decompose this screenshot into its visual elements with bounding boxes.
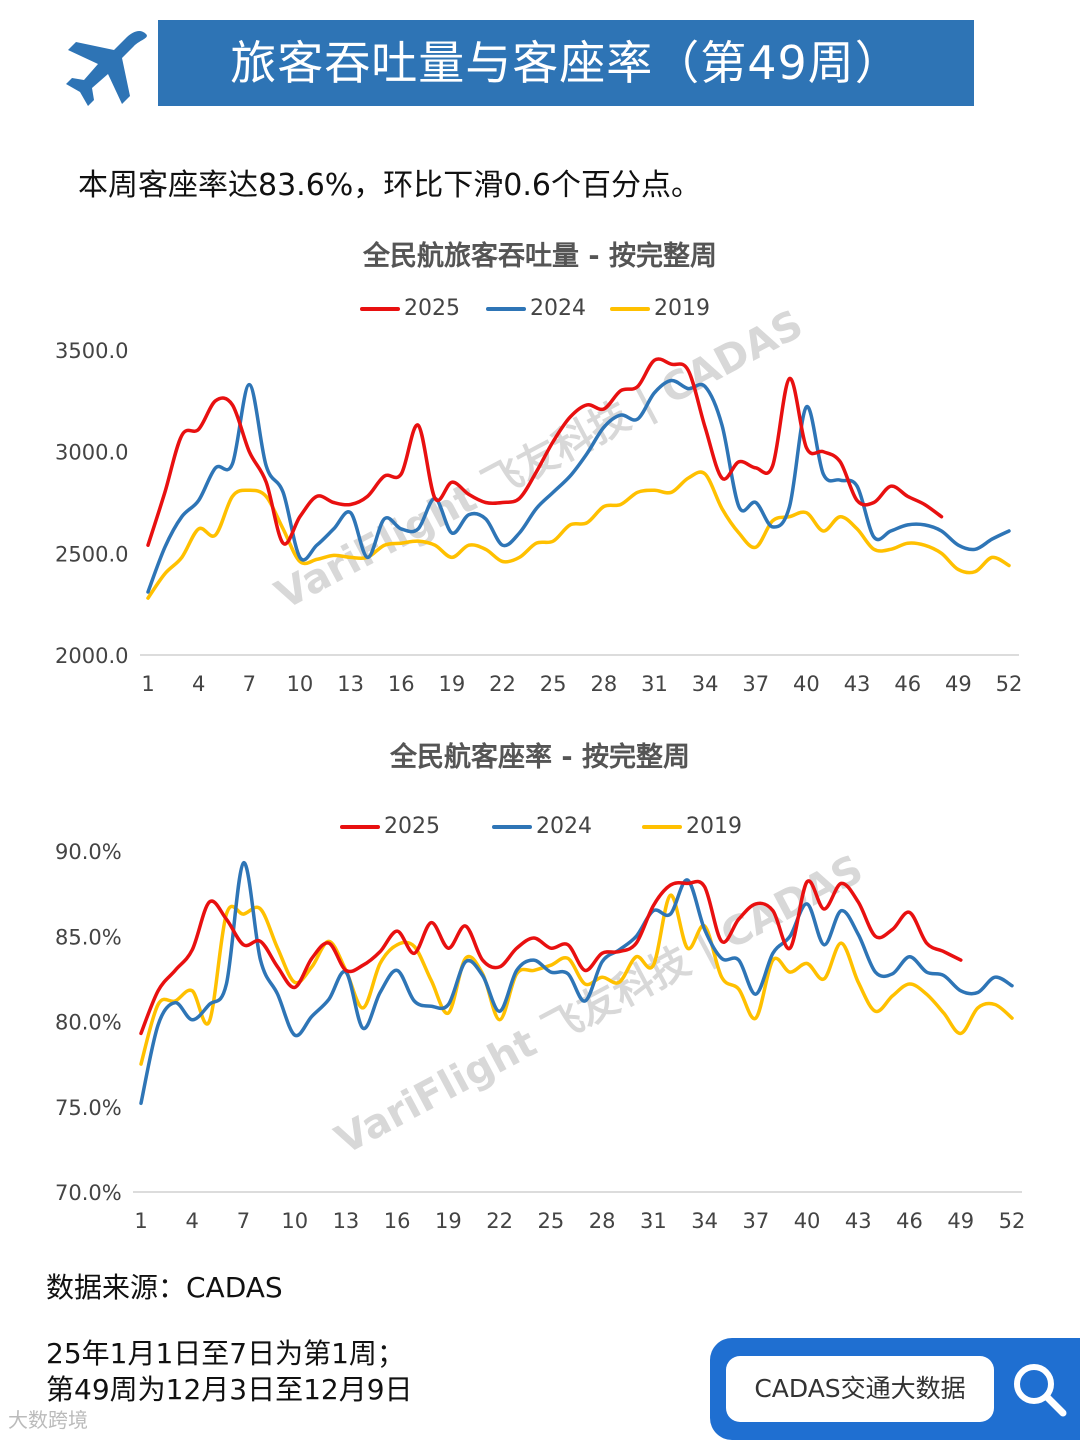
watermark-text: VariFlight 飞友科技 | CADAS: [268, 301, 811, 619]
y-tick-label: 75.0%: [55, 1096, 122, 1120]
x-tick-label: 16: [388, 672, 415, 696]
summary-text: 本周客座率达83.6%，环比下滑0.6个百分点。: [78, 168, 702, 203]
x-tick-label: 40: [794, 1209, 821, 1233]
legend-swatch: [642, 825, 682, 829]
x-tick-label: 4: [186, 1209, 199, 1233]
series-line-2019: [139, 893, 1014, 1066]
y-tick-label: 2000.0: [55, 644, 128, 668]
x-tick-label: 49: [947, 1209, 974, 1233]
x-tick-label: 37: [742, 1209, 769, 1233]
legend-item-2019: 2019: [610, 296, 710, 321]
page-title: 旅客吞吐量与客座率（第49周）: [230, 36, 902, 90]
legend-label: 2024: [530, 296, 586, 321]
y-tick-label: 70.0%: [55, 1181, 122, 1205]
x-tick-label: 7: [243, 672, 256, 696]
legend-swatch: [492, 825, 532, 829]
x-tick-label: 10: [281, 1209, 308, 1233]
series-line-2024: [146, 378, 1011, 594]
x-tick-label: 22: [486, 1209, 513, 1233]
legend-swatch: [340, 825, 380, 829]
series-line-2025: [139, 879, 963, 1036]
search-icon[interactable]: [1010, 1360, 1068, 1418]
x-tick-label: 7: [237, 1209, 250, 1233]
legend-item-2025: 2025: [360, 296, 460, 321]
chart1-title: 全民航旅客吞吐量 - 按完整周: [362, 241, 717, 272]
legend-item-2024: 2024: [486, 296, 586, 321]
y-tick-label: 80.0%: [55, 1011, 122, 1035]
y-tick-label: 90.0%: [55, 840, 122, 864]
x-tick-label: 43: [844, 672, 871, 696]
x-tick-label: 25: [538, 1209, 565, 1233]
x-tick-label: 19: [435, 1209, 462, 1233]
series-line-2019: [146, 470, 1011, 600]
data-source: 数据来源：CADAS: [46, 1271, 283, 1304]
legend-label: 2025: [384, 814, 440, 839]
x-tick-label: 46: [894, 672, 921, 696]
legend-label: 2019: [654, 296, 710, 321]
x-tick-label: 25: [540, 672, 567, 696]
x-tick-label: 46: [896, 1209, 923, 1233]
legend-label: 2024: [536, 814, 592, 839]
legend-label: 2019: [686, 814, 742, 839]
series-line-2024: [139, 861, 1014, 1106]
legend-item-2024: 2024: [492, 814, 592, 839]
x-tick-label: 1: [141, 672, 154, 696]
x-tick-label: 28: [590, 672, 617, 696]
y-tick-label: 3500.0: [55, 339, 128, 363]
y-tick-label: 2500.0: [55, 542, 128, 566]
x-tick-label: 34: [691, 1209, 718, 1233]
x-tick-label: 43: [845, 1209, 872, 1233]
week-note-2: 第49周为12月3日至12月9日: [46, 1373, 413, 1406]
x-tick-label: 4: [192, 672, 205, 696]
search-banner[interactable]: CADAS交通大数据: [710, 1338, 1080, 1440]
x-tick-label: 19: [439, 672, 466, 696]
series-line-2025: [146, 357, 944, 547]
x-tick-label: 16: [384, 1209, 411, 1233]
x-tick-label: 28: [589, 1209, 616, 1233]
search-field[interactable]: CADAS交通大数据: [726, 1356, 994, 1422]
week-note-1: 25年1月1日至7日为第1周；: [46, 1337, 405, 1370]
x-tick-label: 13: [337, 672, 364, 696]
legend-swatch: [486, 307, 526, 311]
watermark-text: VariFlight 飞友科技 | CADAS: [328, 846, 871, 1164]
y-tick-label: 85.0%: [55, 925, 122, 949]
x-tick-label: 31: [641, 672, 668, 696]
x-tick-label: 13: [333, 1209, 360, 1233]
legend-swatch: [360, 307, 400, 311]
legend-item-2025: 2025: [340, 814, 440, 839]
x-tick-label: 22: [489, 672, 516, 696]
header-banner: 旅客吞吐量与客座率（第49周）: [158, 20, 974, 106]
x-tick-label: 31: [640, 1209, 667, 1233]
legend-label: 2025: [404, 296, 460, 321]
x-tick-label: 52: [999, 1209, 1026, 1233]
x-tick-label: 10: [287, 672, 314, 696]
airplane-icon: [66, 31, 147, 106]
y-tick-label: 3000.0: [55, 441, 128, 465]
x-tick-label: 34: [692, 672, 719, 696]
x-tick-label: 40: [793, 672, 820, 696]
chart1-plot: VariFlight 飞友科技 | CADAS 3500.0 3000.0 2500.…: [55, 301, 1023, 696]
legend-item-2019: 2019: [642, 814, 742, 839]
x-tick-label: 37: [742, 672, 769, 696]
x-tick-label: 52: [996, 672, 1023, 696]
x-tick-label: 1: [134, 1209, 147, 1233]
brand-watermark: 大数跨境: [8, 1408, 88, 1432]
chart2-title: 全民航客座率 - 按完整周: [389, 742, 690, 773]
x-tick-label: 49: [945, 672, 972, 696]
legend-swatch: [610, 307, 650, 311]
